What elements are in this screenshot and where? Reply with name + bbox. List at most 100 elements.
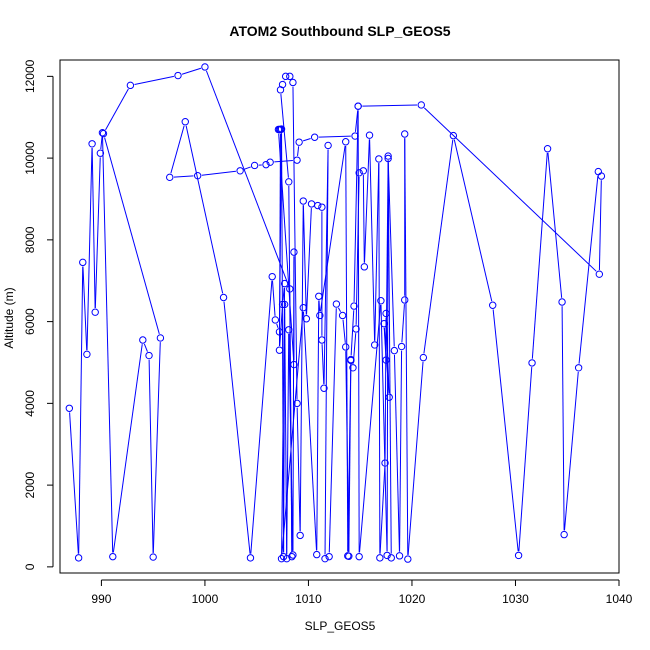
- data-point: [278, 80, 287, 89]
- series-segment: [279, 308, 283, 347]
- series-segment: [296, 407, 301, 532]
- data-point: [174, 71, 182, 80]
- series-segment: [276, 323, 279, 329]
- data-point: [574, 364, 583, 372]
- series-segment: [318, 135, 351, 138]
- series-segment: [299, 205, 304, 532]
- data-point: [514, 551, 523, 560]
- data-point: [286, 72, 294, 81]
- data-point: [355, 169, 363, 177]
- data-point: [156, 334, 165, 342]
- data-point: [293, 156, 301, 164]
- series-segment: [148, 359, 154, 553]
- series-segment: [369, 139, 376, 341]
- series-segment: [353, 110, 359, 302]
- series-points: [65, 63, 606, 563]
- series-segment: [278, 133, 295, 361]
- data-point: [266, 158, 274, 166]
- series-segment: [306, 208, 312, 315]
- data-point: [98, 129, 107, 137]
- series-line: [69, 67, 602, 555]
- series-segment: [286, 333, 290, 555]
- data-point: [321, 554, 329, 563]
- series-segment: [374, 163, 380, 341]
- data-point: [275, 328, 284, 336]
- series-segment: [292, 86, 298, 400]
- series-segment: [387, 160, 392, 554]
- data-point: [449, 131, 458, 140]
- series-segment: [272, 280, 276, 316]
- data-point: [88, 140, 96, 148]
- y-tick-label: 10000: [23, 141, 37, 175]
- data-point: [360, 263, 369, 271]
- data-point: [355, 552, 363, 561]
- series-segment: [173, 175, 194, 178]
- data-point: [166, 173, 174, 182]
- data-point: [417, 101, 425, 109]
- series-segment: [547, 152, 563, 298]
- data-point: [380, 319, 388, 328]
- series-segment: [328, 308, 337, 553]
- data-point: [489, 301, 497, 309]
- data-point: [219, 293, 228, 302]
- x-tick-label: 1040: [606, 592, 633, 606]
- data-point: [193, 171, 202, 180]
- data-point: [295, 138, 303, 146]
- data-point: [401, 130, 409, 138]
- series-segment: [280, 93, 289, 178]
- plot-frame: [59, 59, 620, 574]
- y-axis-label: Altitude (m): [2, 287, 16, 348]
- series-segment: [401, 304, 405, 343]
- series-segment: [387, 162, 395, 347]
- data-point: [289, 78, 297, 87]
- x-tick-label: 1020: [399, 592, 426, 606]
- data-point: [338, 311, 347, 320]
- series-segment: [181, 67, 202, 75]
- data-point: [371, 341, 379, 349]
- data-point: [250, 161, 259, 170]
- series-segment: [324, 149, 329, 555]
- data-point: [281, 72, 290, 81]
- data-point: [324, 141, 332, 150]
- data-point: [384, 152, 392, 160]
- series-segment: [378, 163, 381, 554]
- series-segment: [359, 304, 382, 553]
- series-segment: [399, 350, 403, 552]
- series-layer: [65, 63, 606, 563]
- series-segment: [380, 304, 388, 552]
- series-segment: [223, 301, 251, 554]
- series-segment: [561, 306, 565, 531]
- series-segment: [134, 75, 175, 85]
- series-segment: [598, 180, 602, 271]
- x-tick-label: 990: [91, 592, 111, 606]
- data-point: [275, 346, 284, 354]
- data-point: [310, 133, 319, 141]
- data-point: [145, 351, 153, 360]
- data-point: [352, 325, 360, 333]
- data-point: [65, 404, 74, 412]
- series-segment: [350, 310, 355, 356]
- data-point: [419, 353, 428, 362]
- data-point: [595, 270, 604, 278]
- x-axis: 990 1000 1010 1020 1030 1040: [91, 579, 633, 606]
- series-segment: [302, 138, 311, 142]
- data-point: [354, 102, 362, 110]
- data-point: [236, 167, 244, 175]
- data-point: [325, 552, 333, 561]
- data-point: [383, 551, 391, 560]
- series-segment: [112, 344, 143, 553]
- x-tick-label: 1000: [192, 592, 219, 606]
- series-segment: [69, 412, 79, 554]
- data-point: [280, 300, 289, 309]
- y-tick-label: 6000: [23, 308, 37, 335]
- series-segment: [91, 147, 96, 309]
- data-point: [262, 160, 270, 169]
- data-point: [302, 315, 311, 323]
- series-segment: [407, 361, 424, 555]
- data-point: [318, 336, 326, 344]
- series-segment: [342, 319, 346, 343]
- data-point: [404, 555, 412, 563]
- data-point: [277, 554, 286, 563]
- data-point: [79, 258, 87, 267]
- data-point: [268, 272, 276, 281]
